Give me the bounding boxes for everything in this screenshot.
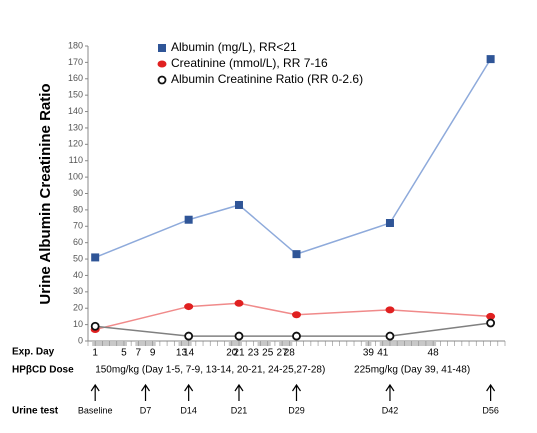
y-tick-label: 170 xyxy=(68,57,83,67)
marker xyxy=(385,306,395,314)
arrow xyxy=(486,383,496,401)
series-line xyxy=(94,58,492,259)
x-tick-label: 27 xyxy=(277,348,289,359)
y-tick-label: 0 xyxy=(78,335,83,345)
arrow xyxy=(90,383,100,401)
y-tick-label: 30 xyxy=(73,286,83,296)
legend-marker xyxy=(158,44,166,52)
series-line xyxy=(95,302,491,331)
urine-test-label: D42 xyxy=(382,405,399,415)
marker xyxy=(385,219,394,227)
legend-label: Creatinine (mmol/L), RR 7-16 xyxy=(171,56,328,70)
x-tick-label: 13 xyxy=(176,348,188,359)
x-tick-label: 41 xyxy=(377,348,389,359)
y-tick-label: 180 xyxy=(68,40,83,50)
urine-label: Urine test xyxy=(12,406,59,417)
y-tick-label: 130 xyxy=(68,122,83,132)
x-axis-label: Exp. Day xyxy=(12,347,55,358)
marker xyxy=(292,331,301,341)
x-tick-label: 1 xyxy=(92,348,98,359)
marker xyxy=(486,318,496,328)
y-tick-label: 50 xyxy=(73,253,83,263)
y-tick-label: 120 xyxy=(68,139,83,149)
marker xyxy=(486,55,495,64)
series-line xyxy=(95,322,491,337)
dosing-period xyxy=(228,342,242,346)
arrow xyxy=(141,383,151,401)
marker xyxy=(385,331,395,341)
y-tick-label: 20 xyxy=(73,303,83,313)
legend-label: Albumin Creatinine Ratio (RR 0-2.6) xyxy=(171,72,363,86)
dose-label: HPβCD Dose xyxy=(12,365,74,376)
x-tick-label: 5 xyxy=(121,348,127,359)
y-tick-label: 100 xyxy=(68,171,83,181)
dose-text: 150mg/kg (Day 1-5, 7-9, 13-14, 20-21, 24… xyxy=(95,365,325,376)
arrow xyxy=(385,383,395,401)
marker xyxy=(234,200,243,209)
urine-test-label: D14 xyxy=(180,405,197,415)
urine-test-label: D21 xyxy=(231,405,248,415)
marker xyxy=(234,299,244,307)
y-tick-label: 80 xyxy=(73,204,83,214)
y-tick-label: 70 xyxy=(73,221,83,231)
marker xyxy=(184,215,193,224)
x-tick-label: 14 xyxy=(183,348,195,359)
y-tick-label: 150 xyxy=(68,90,83,100)
y-axis-label: Urine Albumin Creatinine Ratio xyxy=(37,83,54,304)
dosing-period xyxy=(279,342,293,346)
arrow xyxy=(184,383,194,401)
urine-test-label: D29 xyxy=(288,405,305,415)
y-tick-label: 10 xyxy=(73,319,83,329)
marker xyxy=(234,331,244,341)
arrow xyxy=(234,383,244,401)
marker xyxy=(91,253,100,262)
marker xyxy=(184,303,194,311)
marker xyxy=(184,331,194,341)
marker xyxy=(90,321,100,331)
x-tick-label: 48 xyxy=(428,348,440,359)
y-tick-label: 140 xyxy=(68,106,83,116)
urine-test-label: Baseline xyxy=(78,405,113,415)
legend-label: Albumin (mg/L), RR<21 xyxy=(171,40,297,54)
marker xyxy=(486,312,496,320)
urine-test-label: D7 xyxy=(140,405,152,415)
y-tick-label: 90 xyxy=(73,188,83,198)
legend-marker xyxy=(157,75,167,85)
x-tick-label: 20 xyxy=(226,348,238,359)
marker xyxy=(292,311,301,319)
legend-marker xyxy=(157,60,167,68)
x-tick-label: 7 xyxy=(136,348,142,359)
y-tick-label: 160 xyxy=(68,73,83,83)
x-tick-label: 21 xyxy=(233,348,245,359)
dosing-period xyxy=(178,342,192,346)
dose-text: 225mg/kg (Day 39, 41-48) xyxy=(354,365,470,376)
marker xyxy=(292,250,301,259)
x-tick-label: 25 xyxy=(262,348,274,359)
y-tick-label: 40 xyxy=(73,270,83,280)
x-tick-label: 39 xyxy=(363,348,375,359)
x-tick-label: 23 xyxy=(248,348,260,359)
dosing-period xyxy=(257,342,271,346)
x-tick-label: 28 xyxy=(284,348,296,359)
y-tick-label: 60 xyxy=(73,237,83,247)
urine-test-label: D56 xyxy=(482,405,499,415)
y-tick-label: 110 xyxy=(69,155,83,165)
x-tick-label: 9 xyxy=(150,348,156,359)
dosing-period xyxy=(379,342,437,346)
arrow xyxy=(292,383,301,401)
